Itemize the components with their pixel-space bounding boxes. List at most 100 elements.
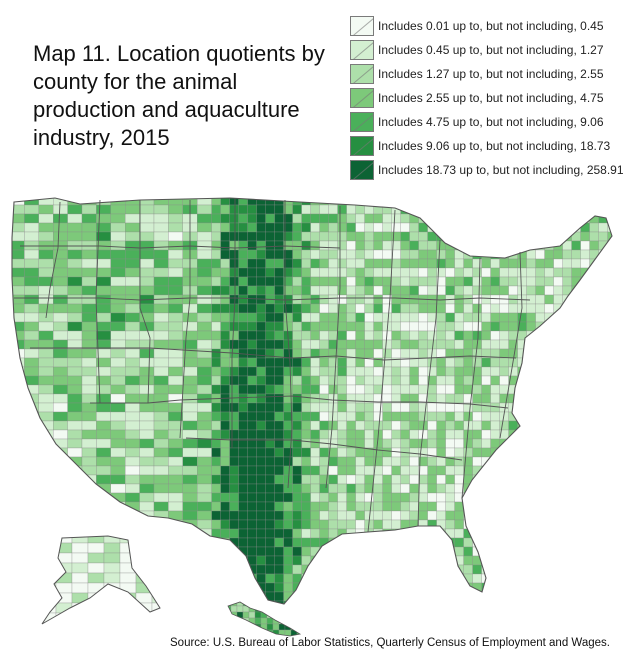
alaska — [41, 535, 161, 625]
county-cell — [346, 375, 356, 386]
county-cell — [580, 330, 590, 341]
county-cell — [53, 267, 68, 278]
county-cell — [238, 249, 248, 260]
county-cell — [328, 573, 338, 584]
county-cell — [571, 501, 581, 512]
county-cell — [110, 447, 126, 458]
county-cell — [81, 231, 97, 242]
county-cell — [229, 402, 239, 413]
county-cell — [436, 411, 446, 422]
county-cell — [481, 483, 491, 494]
county-cell — [508, 198, 518, 206]
county-cell — [535, 447, 545, 458]
county-cell — [535, 222, 545, 233]
county-cell — [481, 330, 491, 341]
county-cell — [436, 339, 446, 350]
county-cell — [256, 348, 266, 359]
county-cell — [589, 348, 599, 359]
county-cell — [265, 420, 275, 431]
county-cell — [418, 258, 428, 269]
county-cell — [197, 483, 212, 494]
county-cell — [589, 465, 599, 476]
county-cell — [598, 555, 608, 566]
county-cell — [12, 600, 25, 604]
county-cell — [238, 276, 248, 287]
county-cell — [562, 420, 572, 431]
county-cell — [508, 438, 518, 449]
county-cell — [24, 429, 39, 440]
county-cell — [472, 393, 482, 404]
county-cell — [544, 240, 554, 251]
county-cell — [168, 456, 183, 467]
county-cell — [168, 474, 183, 485]
county-cell — [168, 339, 183, 350]
county-cell — [490, 411, 500, 422]
county-cell — [103, 552, 121, 564]
county-cell — [182, 321, 198, 332]
county-cell — [454, 213, 464, 224]
county-cell — [238, 204, 248, 215]
county-cell — [229, 474, 239, 485]
county-cell — [220, 573, 230, 584]
county-cell — [182, 447, 198, 458]
county-cell — [544, 267, 554, 278]
county-cell — [490, 393, 500, 404]
county-cell — [499, 573, 509, 584]
county-cell — [391, 384, 401, 395]
county-cell — [337, 393, 347, 404]
county-cell — [284, 605, 292, 613]
county-cell — [490, 519, 500, 530]
county-cell — [400, 573, 410, 584]
county-cell — [427, 393, 437, 404]
county-cell — [589, 429, 599, 440]
county-cell — [211, 438, 221, 449]
legend-label: Includes 0.01 up to, but not including, … — [378, 19, 604, 33]
county-cell — [296, 623, 300, 631]
county-cell — [236, 605, 244, 613]
county-cell — [229, 384, 239, 395]
county-cell — [81, 357, 97, 368]
county-cell — [38, 492, 54, 503]
county-cell — [283, 582, 293, 593]
county-cell — [24, 204, 39, 215]
county-cell — [247, 510, 257, 521]
county-cell — [135, 622, 153, 624]
county-cell — [337, 222, 347, 233]
county-cell — [544, 294, 554, 305]
county-cell — [182, 330, 198, 341]
county-cell — [12, 303, 25, 314]
county-cell — [67, 213, 83, 224]
county-cell — [544, 339, 554, 350]
county-cell — [182, 519, 198, 530]
county-cell — [96, 519, 111, 530]
county-cell — [248, 629, 256, 636]
county-cell — [168, 582, 183, 593]
county-cell — [301, 501, 311, 512]
county-cell — [490, 591, 500, 602]
county-cell — [153, 411, 169, 422]
county-cell — [562, 375, 572, 386]
county-cell — [598, 384, 608, 395]
county-cell — [535, 438, 545, 449]
county-cell — [319, 411, 329, 422]
county-cell — [553, 375, 563, 386]
county-cell — [12, 591, 25, 602]
county-cell — [373, 519, 383, 530]
county-cell — [67, 357, 83, 368]
county-cell — [229, 276, 239, 287]
county-cell — [580, 492, 590, 503]
county-cell — [382, 411, 392, 422]
county-cell — [364, 546, 374, 557]
county-cell — [481, 312, 491, 323]
county-cell — [301, 420, 311, 431]
county-cell — [364, 222, 374, 233]
county-cell — [71, 536, 89, 544]
county-cell — [481, 375, 491, 386]
county-cell — [355, 573, 365, 584]
county-cell — [328, 456, 338, 467]
county-cell — [553, 411, 563, 422]
county-cell — [571, 375, 581, 386]
county-cell — [607, 213, 612, 224]
county-cell — [589, 528, 599, 539]
county-cell — [427, 492, 437, 503]
